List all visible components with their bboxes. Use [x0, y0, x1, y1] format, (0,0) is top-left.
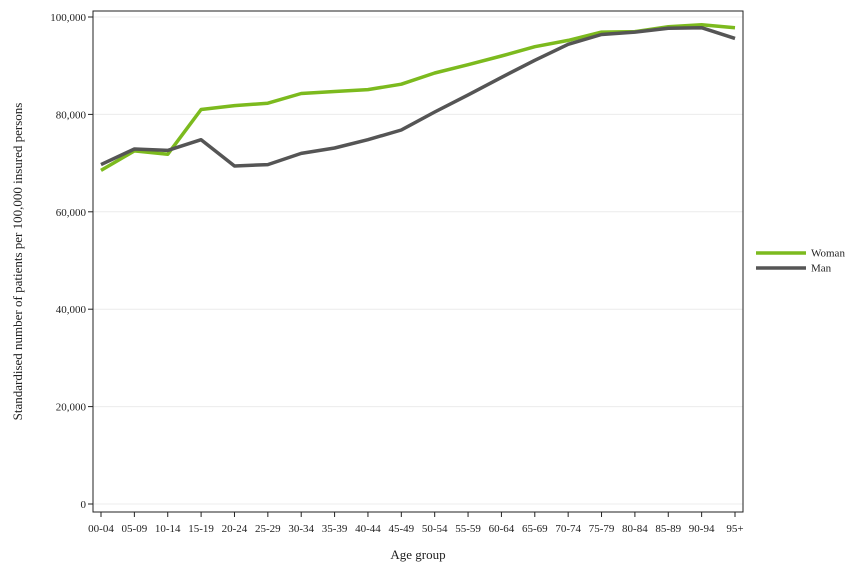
- x-tick-label: 40-44: [355, 523, 381, 535]
- x-tick-label: 85-89: [655, 523, 681, 535]
- legend-label-woman: Woman: [811, 248, 845, 260]
- x-tick-label: 45-49: [388, 523, 414, 535]
- x-tick-label: 05-09: [122, 523, 148, 535]
- y-tick-label: 20,000: [56, 402, 87, 414]
- y-axis-title: Standardised number of patients per 100,…: [10, 103, 25, 421]
- x-tick-label: 50-54: [422, 523, 448, 535]
- legend: Woman Man: [756, 248, 845, 275]
- y-tick-label: 60,000: [56, 207, 87, 219]
- x-tick-label: 10-14: [155, 523, 181, 535]
- x-tick-label: 25-29: [255, 523, 281, 535]
- y-tick-label: 80,000: [56, 109, 87, 121]
- x-tick-label: 70-74: [555, 523, 581, 535]
- y-tick-label: 0: [81, 499, 87, 511]
- x-tick-label: 65-69: [522, 523, 548, 535]
- gridlines: [93, 16, 743, 505]
- series-line-woman: [100, 23, 736, 172]
- y-axis-ticks: 0 20,000 40,000 60,000 80,000 100,000: [50, 12, 93, 511]
- x-axis-ticks: 00-04 05-09 10-14 15-19 20-24 25-29 30-34 35-39…: [88, 512, 744, 535]
- x-tick-label: 30-34: [288, 523, 314, 535]
- x-tick-label: 35-39: [322, 523, 348, 535]
- x-tick-label: 80-84: [622, 523, 648, 535]
- series-lines: [100, 23, 736, 172]
- y-tick-label: 100,000: [50, 12, 86, 24]
- legend-label-man: Man: [811, 263, 832, 275]
- x-tick-label: 00-04: [88, 523, 114, 535]
- x-tick-label: 20-24: [222, 523, 248, 535]
- x-tick-label: 95+: [726, 523, 743, 535]
- x-tick-label: 15-19: [188, 523, 214, 535]
- x-tick-label: 90-94: [689, 523, 715, 535]
- x-tick-label: 55-59: [455, 523, 481, 535]
- plot-frame: [92, 10, 744, 513]
- series-line-man: [100, 25, 736, 168]
- x-axis-title: Age group: [390, 547, 445, 562]
- y-tick-label: 40,000: [56, 304, 87, 316]
- x-tick-label: 60-64: [489, 523, 515, 535]
- x-tick-label: 75-79: [589, 523, 615, 535]
